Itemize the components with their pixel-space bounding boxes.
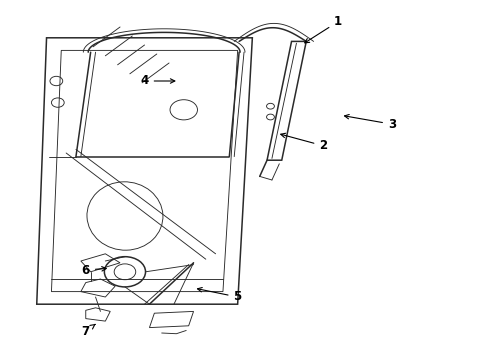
Text: 3: 3 <box>344 114 396 131</box>
Text: 6: 6 <box>82 264 106 276</box>
Text: 5: 5 <box>197 288 242 303</box>
Text: 7: 7 <box>82 324 95 338</box>
Text: 2: 2 <box>281 133 327 152</box>
Text: 1: 1 <box>305 15 342 43</box>
Text: 4: 4 <box>141 75 175 87</box>
